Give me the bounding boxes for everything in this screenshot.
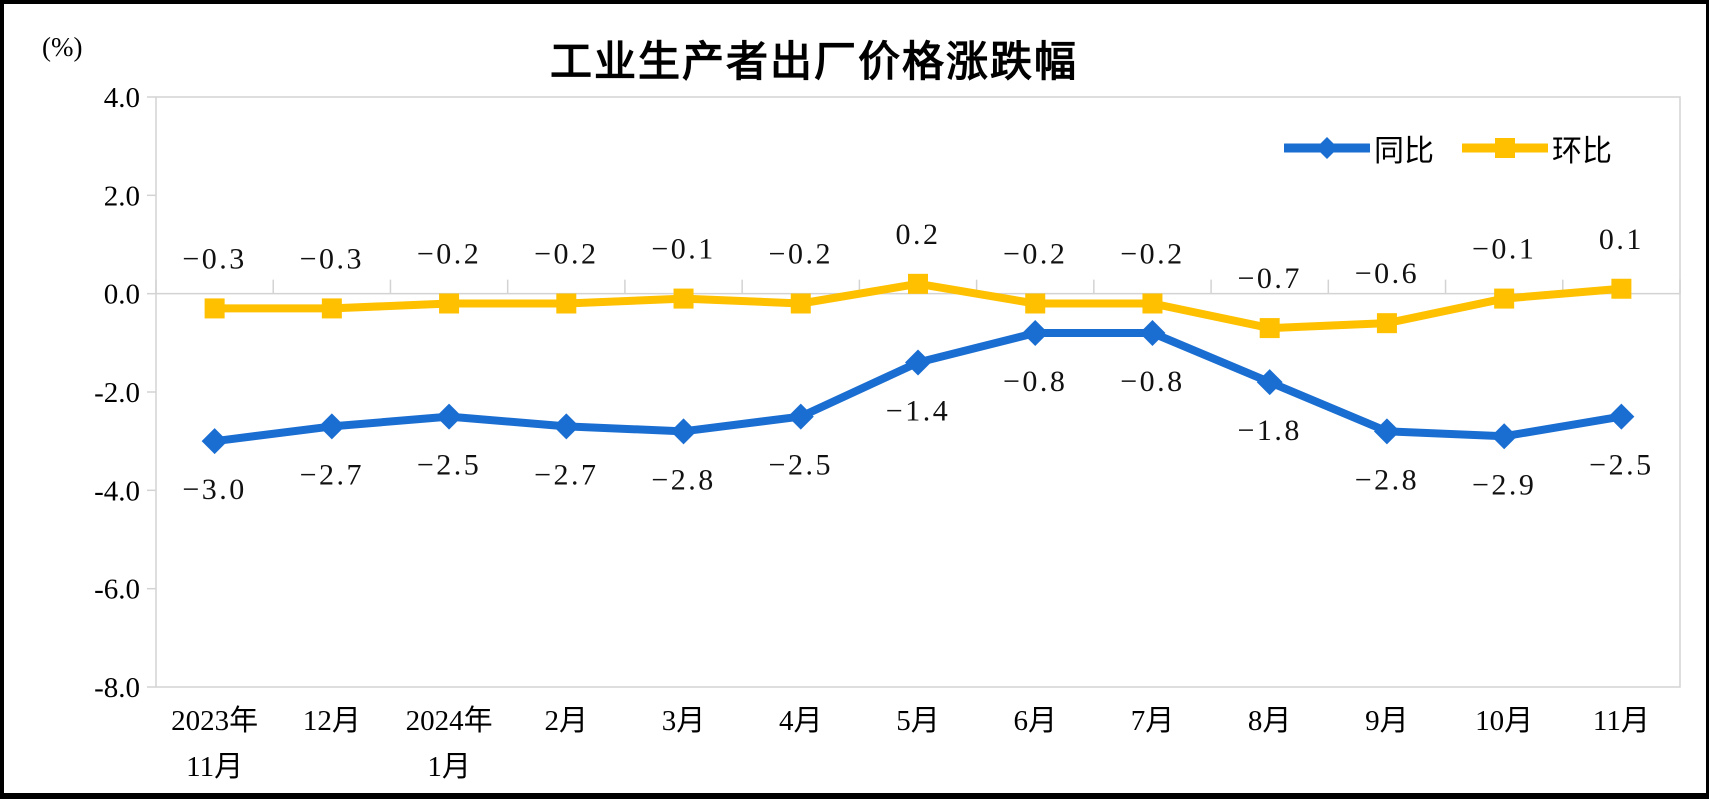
yoy-data-marker <box>1608 403 1635 430</box>
mom-data-marker <box>1494 288 1515 309</box>
y-axis-label: 0.0 <box>104 279 140 311</box>
y-axis-label: 4.0 <box>104 82 140 114</box>
mom-data-label: −0.2 <box>1120 238 1184 271</box>
yoy-data-marker <box>318 413 345 440</box>
mom-data-marker <box>204 298 225 319</box>
mom-data-marker <box>790 293 811 314</box>
legend-item-mom: 环比 <box>1462 126 1612 170</box>
yoy-data-label: −2.8 <box>1355 463 1419 496</box>
yoy-data-label: −2.7 <box>300 458 364 491</box>
legend-item-yoy: 同比 <box>1284 126 1434 170</box>
mom-data-label: −0.1 <box>1472 233 1536 266</box>
x-axis-label: 6月 <box>1013 705 1057 737</box>
yoy-data-marker <box>201 428 228 455</box>
legend-label-yoy: 同比 <box>1374 135 1434 168</box>
yoy-data-marker <box>1139 320 1166 346</box>
yoy-data-label: −0.8 <box>1120 365 1184 398</box>
x-axis-label: 11月 <box>1593 705 1650 737</box>
yoy-data-label: −1.4 <box>886 395 950 428</box>
y-axis-label: 2.0 <box>104 180 140 212</box>
x-axis-label: 2024年 <box>406 704 493 737</box>
x-axis-label: 10月 <box>1475 705 1533 737</box>
mom-data-label: −0.2 <box>769 238 833 271</box>
x-axis-label: 11月 <box>186 751 243 783</box>
yoy-data-marker <box>553 413 580 440</box>
y-axis-label: -8.0 <box>94 672 140 704</box>
y-axis-label: -6.0 <box>94 574 140 606</box>
mom-data-marker <box>1611 278 1632 299</box>
yoy-data-label: −0.8 <box>1003 365 1067 398</box>
chart-title: 工业生产者出厂价格涨跌幅 <box>549 38 1078 85</box>
mom-data-marker <box>556 293 577 314</box>
mom-data-label: −0.6 <box>1355 257 1419 290</box>
x-axis-label: 2023年 <box>171 704 258 737</box>
yoy-data-label: −2.9 <box>1472 468 1536 501</box>
x-axis-label: 2月 <box>545 705 589 737</box>
yoy-data-marker <box>1022 320 1049 346</box>
mom-data-label: −0.7 <box>1237 262 1301 295</box>
mom-data-label: −0.2 <box>1003 238 1067 271</box>
y-axis-label: -4.0 <box>94 475 140 507</box>
mom-data-marker <box>321 298 342 319</box>
yoy-data-label: −3.0 <box>182 473 246 506</box>
y-axis-label: -2.0 <box>94 377 140 409</box>
mom-data-marker <box>1142 293 1163 314</box>
mom-data-marker <box>1259 318 1280 339</box>
mom-data-label: −0.3 <box>182 242 246 275</box>
x-axis-label: 8月 <box>1248 705 1292 737</box>
yoy-line-sample-icon <box>1284 137 1370 159</box>
yoy-data-label: −2.5 <box>769 449 833 482</box>
x-axis-label: 7月 <box>1131 705 1175 737</box>
yoy-data-marker <box>1256 369 1283 396</box>
x-axis-label: 9月 <box>1365 705 1409 737</box>
legend-label-mom: 环比 <box>1552 135 1612 168</box>
yoy-data-label: −2.5 <box>1589 449 1653 482</box>
mom-data-marker <box>1025 293 1046 314</box>
mom-data-marker <box>439 293 460 314</box>
mom-data-label: −0.2 <box>534 238 598 271</box>
yoy-data-label: −2.5 <box>417 449 481 482</box>
mom-line-sample-icon <box>1462 138 1548 158</box>
x-axis-label: 3月 <box>662 705 706 737</box>
plot-border <box>155 96 1681 688</box>
x-axis-label: 4月 <box>779 705 823 737</box>
yoy-data-marker <box>1373 418 1400 445</box>
x-axis-label: 5月 <box>896 705 940 737</box>
x-axis-label: 12月 <box>303 705 361 737</box>
yoy-data-marker <box>1491 423 1518 450</box>
yoy-data-marker <box>670 418 697 445</box>
mom-data-marker <box>1376 313 1397 334</box>
yoy-data-marker <box>905 349 931 376</box>
mom-data-label: −0.3 <box>300 242 364 275</box>
y-axis-unit-label: (%) <box>42 32 83 62</box>
mom-data-label: 0.1 <box>1599 223 1644 256</box>
plot-area: 4.0 2.0 0.0 -2.0 -4.0 -6.0 -8.0 2023年 11月 12月 2024… <box>94 82 1681 783</box>
yoy-data-label: −1.8 <box>1237 414 1301 447</box>
mom-data-label: −0.2 <box>417 238 481 271</box>
yoy-data-label: −2.8 <box>651 463 715 496</box>
yoy-data-label: −2.7 <box>534 458 598 491</box>
yoy-data-marker <box>787 403 814 430</box>
mom-data-marker <box>673 288 694 309</box>
yoy-data-marker <box>436 403 463 430</box>
legend: 同比 环比 <box>1284 126 1612 170</box>
mom-data-marker <box>908 273 928 294</box>
mom-data-label: 0.2 <box>896 218 941 251</box>
mom-data-label: −0.1 <box>651 233 715 266</box>
x-axis-label: 1月 <box>427 751 471 783</box>
